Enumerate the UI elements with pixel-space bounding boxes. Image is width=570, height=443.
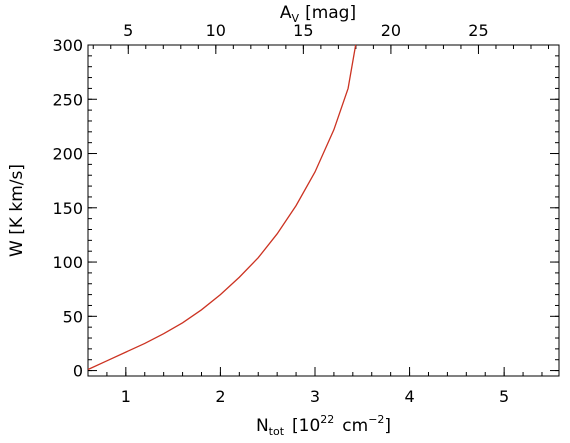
y-tick-label: 0 [73,362,83,381]
axis-ticks [87,44,559,376]
x2-tick-label: 15 [293,21,313,40]
x-tick-label: 3 [310,387,320,406]
x-tick-label: 5 [499,387,509,406]
y-tick-label: 50 [63,307,83,326]
series-line [87,44,357,371]
x-tick-label: 4 [404,387,414,406]
x-axis-label: Ntot [1022 cm−2] [256,413,391,438]
x-tick-label: 1 [121,387,131,406]
plot-frame [87,44,560,377]
x2-tick-label: 20 [381,21,401,40]
y-tick-label: 300 [52,36,83,55]
y-tick-label: 100 [52,253,83,272]
y-axis-label: W [K km/s] [7,164,27,257]
x2-tick-label: 25 [468,21,488,40]
x2-tick-label: 5 [123,21,133,40]
top-axis-label: AV [mag] [280,3,356,25]
y-tick-label: 250 [52,90,83,109]
y-tick-label: 200 [52,145,83,164]
x2-tick-label: 10 [206,21,226,40]
y-tick-label: 150 [52,199,83,218]
x-tick-label: 2 [215,387,225,406]
